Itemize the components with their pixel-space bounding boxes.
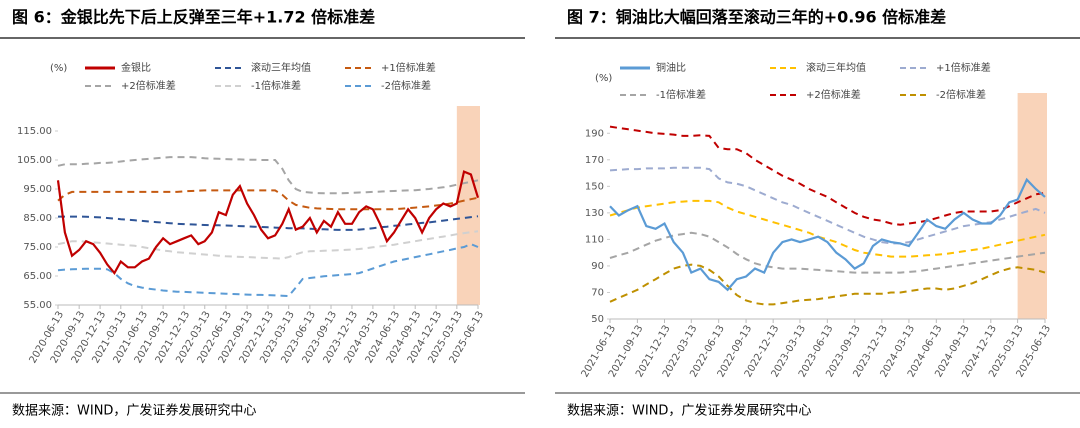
chart-title: 图 7：铜油比大幅回落至滚动三年的+0.96 倍标准差	[567, 8, 946, 27]
series-line	[56, 170, 480, 276]
legend-label: 滚动三年均值	[251, 61, 311, 74]
y-tick-label: 50	[591, 314, 604, 325]
source-note: 数据来源：WIND，广发证券发展研究中心	[567, 403, 811, 419]
legend-label: +1倍标准差	[381, 61, 436, 74]
legend-label: +2倍标准差	[806, 88, 861, 101]
y-tick-label: 170	[585, 155, 604, 166]
series-line	[609, 199, 1046, 258]
y-tick-label: 115.00	[17, 126, 52, 137]
y-tick-label: 105.00	[17, 155, 52, 166]
legend-label: 金银比	[121, 61, 151, 74]
legend-label: 滚动三年均值	[806, 61, 866, 74]
y-unit: (%)	[595, 73, 612, 84]
legend-label: -1倍标准差	[656, 88, 706, 101]
y-unit: (%)	[50, 63, 67, 74]
series-line	[609, 177, 1046, 292]
y-tick-label: 65.00	[23, 271, 52, 282]
chart-title: 图 6：金银比先下后上反弹至三年+1.72 倍标准差	[12, 8, 375, 27]
y-tick-label: 95.00	[23, 184, 52, 195]
y-tick-label: 85.00	[23, 213, 52, 224]
series-line	[609, 125, 1046, 226]
legend-label: -1倍标准差	[251, 79, 301, 92]
source-note: 数据来源：WIND，广发证券发展研究中心	[12, 403, 256, 419]
legend-label: 铜油比	[656, 61, 686, 74]
legend-label: +1倍标准差	[936, 61, 991, 74]
y-tick-label: 75.00	[23, 242, 52, 253]
series-line	[609, 231, 1046, 274]
y-tick-label: 150	[585, 181, 604, 192]
series-line	[609, 263, 1046, 306]
legend-label: -2倍标准差	[381, 79, 431, 92]
series-line	[57, 230, 479, 260]
series-line	[57, 189, 479, 211]
series-line	[58, 215, 479, 231]
legend-label: -2倍标准差	[936, 88, 986, 101]
y-tick-label: 55.00	[23, 300, 52, 311]
y-tick-label: 90	[591, 261, 604, 272]
highlight-band	[1017, 93, 1047, 319]
highlight-band	[456, 106, 480, 305]
legend-label: +2倍标准差	[121, 79, 176, 92]
y-tick-label: 130	[585, 208, 604, 219]
y-tick-label: 190	[585, 128, 604, 139]
series-line	[57, 156, 479, 195]
series-line	[57, 243, 479, 298]
y-tick-label: 70	[591, 287, 604, 298]
series-line	[609, 166, 1046, 245]
y-tick-label: 110	[585, 234, 604, 245]
